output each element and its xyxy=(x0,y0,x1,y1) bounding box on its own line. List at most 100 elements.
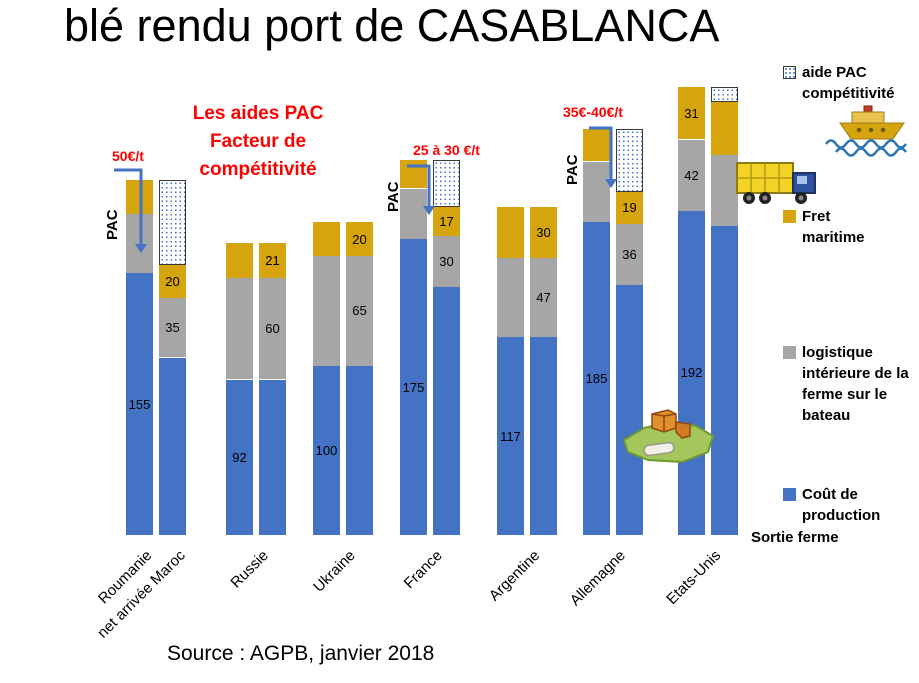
cost-of-production-segment xyxy=(530,337,557,535)
pac-heading: Les aides PAC Facteur de compétitivité xyxy=(158,100,358,184)
pac-amount-note: 25 à 30 €/t xyxy=(413,142,480,158)
cost-of-production-segment xyxy=(616,284,643,535)
legend-label-logistics: logistique intérieure de la ferme sur le… xyxy=(802,344,909,424)
logistics-segment xyxy=(583,161,610,223)
cost-of-production-segment xyxy=(159,357,186,535)
logistics-segment: 30 xyxy=(433,235,460,287)
legend-label-aide: aide PAC compétitivité xyxy=(802,64,895,102)
bar-value-label: 20 xyxy=(352,231,367,247)
maritime-freight-segment: 17 xyxy=(433,207,460,236)
pac-vertical-label: PAC xyxy=(104,209,121,240)
bar-value-label: 21 xyxy=(265,252,280,268)
bar-value-label: 117 xyxy=(500,428,521,444)
bar-value-label: 185 xyxy=(585,371,608,387)
legend-item-production: Coût de production xyxy=(783,484,895,526)
logistics-segment xyxy=(313,256,340,366)
logistics-segment xyxy=(497,257,524,338)
logistics-segment: 36 xyxy=(616,224,643,285)
source-note: Source : AGPB, janvier 2018 xyxy=(167,642,435,665)
cost-of-production-segment xyxy=(346,366,373,535)
logistics-segment xyxy=(400,188,427,240)
aide-pac-swatch-icon xyxy=(783,66,796,79)
x-axis-label: Ukraine xyxy=(310,547,360,596)
legend-item-logistics: logistique intérieure de la ferme sur le… xyxy=(783,342,909,426)
bar-value-label: 17 xyxy=(439,213,454,229)
chart-title: blé rendu port de CASABLANCA xyxy=(64,0,720,51)
logistics-segment: 60 xyxy=(259,278,286,380)
cost-of-production-segment: 117 xyxy=(497,337,524,535)
pac-aid-segment xyxy=(711,87,738,103)
bar-value-label: 92 xyxy=(232,449,247,465)
x-axis-label: Argentine xyxy=(485,547,544,605)
maritime-freight-segment xyxy=(497,207,524,258)
bar-value-label: 60 xyxy=(265,321,280,337)
legend-label-production: Coût de production xyxy=(802,486,881,524)
x-axis-label: Allemagne xyxy=(566,547,630,610)
maritime-freight-segment xyxy=(226,242,253,279)
maritime-freight-segment: 31 xyxy=(678,87,705,140)
logistics-segment xyxy=(711,154,738,226)
pac-arrow-icon xyxy=(114,168,147,253)
pac-aid-segment xyxy=(159,180,186,265)
pac-heading-line-3: compétitivité xyxy=(199,159,317,180)
cost-of-production-segment xyxy=(259,379,286,535)
bar-value-label: 31 xyxy=(684,105,699,121)
cost-of-production-segment: 155 xyxy=(126,273,153,535)
maritime-freight-segment xyxy=(313,222,340,257)
logistics-segment: 47 xyxy=(530,257,557,338)
pac-amount-note: 50€/t xyxy=(112,148,144,164)
bar-value-label: 175 xyxy=(402,379,425,395)
ship-icon xyxy=(824,105,908,157)
maritime-freight-segment: 21 xyxy=(259,242,286,279)
fret-swatch-icon xyxy=(783,210,796,223)
cost-of-production-segment: 185 xyxy=(583,222,610,535)
pac-aid-segment xyxy=(616,129,643,192)
truck-icon xyxy=(736,162,816,204)
cost-of-production-segment: 192 xyxy=(678,210,705,535)
bar-value-label: 35 xyxy=(165,320,180,336)
legend-item-fret: Fret maritime xyxy=(783,206,875,248)
maritime-freight-segment: 30 xyxy=(530,207,557,258)
pac-heading-line-2: Facteur de xyxy=(209,131,307,152)
bar-value-label: 100 xyxy=(315,443,338,458)
bar-value-label: 155 xyxy=(128,396,151,412)
x-axis-label: Russie xyxy=(227,547,273,592)
bar-value-label: 30 xyxy=(536,224,551,240)
bar-value-label: 30 xyxy=(439,253,454,269)
production-swatch-icon xyxy=(783,488,796,501)
pac-heading-line-1: Les aides PAC xyxy=(192,103,324,124)
x-axis-label: Etats-Unis xyxy=(663,547,725,608)
cost-of-production-segment: 100 xyxy=(313,366,340,535)
legend-label-fret: Fret maritime xyxy=(802,208,865,246)
logistics-segment: 35 xyxy=(159,298,186,358)
bar-value-label: 20 xyxy=(165,273,180,289)
x-axis-label: France xyxy=(400,547,447,593)
pac-aid-segment xyxy=(433,159,460,208)
bar-value-label: 192 xyxy=(680,365,703,381)
pac-vertical-label: PAC xyxy=(385,181,402,212)
logistics-segment: 65 xyxy=(346,256,373,366)
bar-value-label: 19 xyxy=(622,200,637,216)
pac-amount-note: 35€-40€/t xyxy=(563,104,623,120)
legend-label-sortie-ferme: Sortie ferme xyxy=(751,529,839,546)
cost-of-production-segment xyxy=(711,225,738,535)
pac-arrow-icon xyxy=(407,164,435,215)
bar-value-label: 42 xyxy=(684,167,699,183)
logistics-swatch-icon xyxy=(783,346,796,359)
bar-value-label: 65 xyxy=(352,303,367,319)
farm-goods-clipart-icon xyxy=(622,409,715,464)
maritime-freight-segment: 20 xyxy=(346,222,373,257)
maritime-freight-segment: 19 xyxy=(616,191,643,224)
cost-of-production-segment: 175 xyxy=(400,239,427,536)
bar-value-label: 47 xyxy=(536,289,551,305)
cost-of-production-segment xyxy=(433,286,460,535)
cost-of-production-segment: 92 xyxy=(226,379,253,535)
legend-item-sortie-ferme: Sortie ferme xyxy=(751,527,839,548)
maritime-freight-segment: 20 xyxy=(159,264,186,299)
pac-arrow-icon xyxy=(589,126,617,188)
maritime-freight-segment xyxy=(711,102,738,155)
legend-item-aide-pac: aide PAC compétitivité xyxy=(783,62,915,104)
logistics-segment: 42 xyxy=(678,139,705,211)
